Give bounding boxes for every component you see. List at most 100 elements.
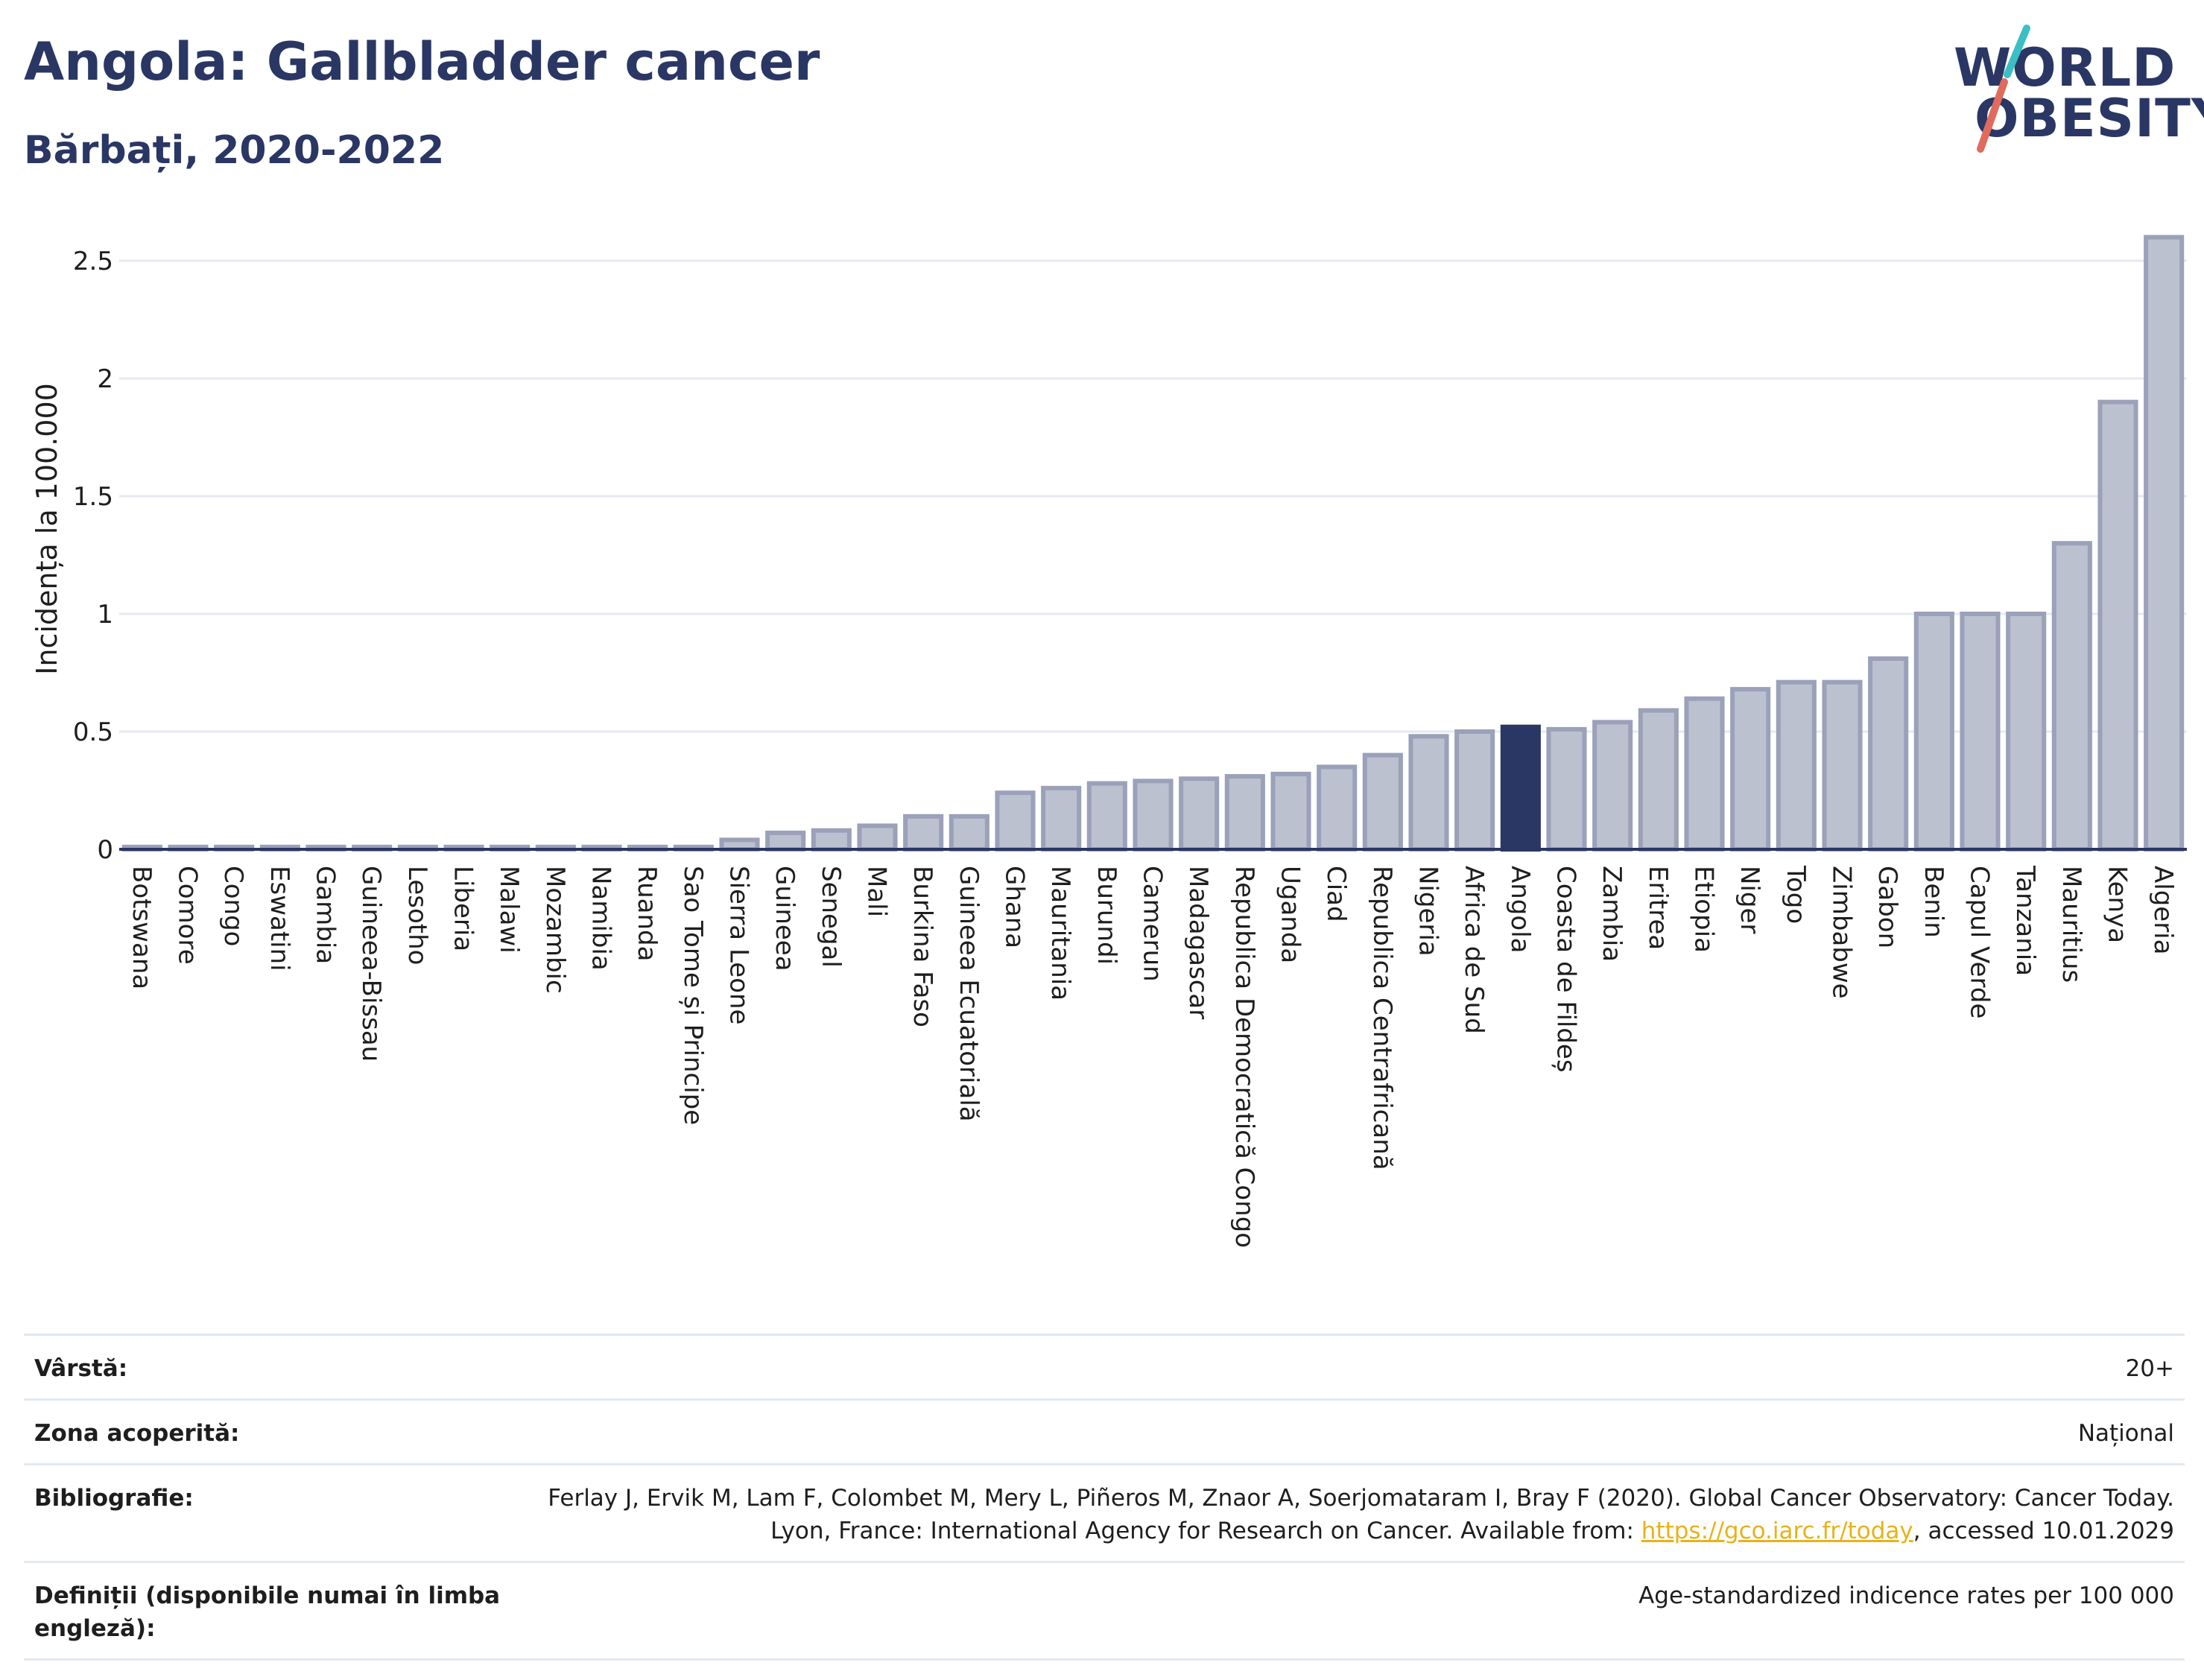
bar bbox=[1546, 726, 1587, 852]
bar bbox=[1224, 774, 1265, 852]
bar bbox=[765, 830, 806, 852]
y-tick-label: 0 bbox=[97, 835, 113, 865]
x-tick-label: Republica Centrafricană bbox=[1367, 866, 1397, 1170]
x-tick-label: Niger bbox=[1735, 866, 1764, 933]
bar bbox=[1822, 679, 1863, 852]
bibliography-text: Ferlay J, Ervik M, Lam F, Colombet M, Me… bbox=[548, 1485, 2174, 1544]
y-axis-ticks: 0 0.5 1 1.5 2 2.5 bbox=[73, 247, 113, 865]
x-tick-label: Benin bbox=[1919, 866, 1948, 938]
logo-slash-icon bbox=[1977, 25, 2030, 153]
info-row-bibliography: Bibliografie: Ferlay J, Ervik M, Lam F, … bbox=[24, 1463, 2185, 1561]
bibliography-accessed: , accessed 10.01.2029 bbox=[1913, 1518, 2174, 1544]
bar bbox=[1086, 781, 1127, 852]
y-tick-label: 2 bbox=[97, 364, 113, 394]
y-tick-label: 2.5 bbox=[73, 247, 113, 276]
x-tick-label: Gabon bbox=[1872, 866, 1902, 948]
chart-subtitle: Bărbați, 2020-2022 bbox=[24, 128, 445, 173]
x-tick-label: Mauritius bbox=[2056, 866, 2086, 983]
definitions-value: Age-standardized indicence rates per 100… bbox=[1638, 1582, 2174, 1609]
x-tick-label: Comore bbox=[173, 866, 203, 965]
bar bbox=[1362, 752, 1403, 852]
area-label: Zona acoperită: bbox=[34, 1420, 240, 1447]
bar bbox=[1776, 679, 1817, 852]
x-tick-label: Etiopia bbox=[1689, 866, 1719, 953]
x-tick-label: Burkina Faso bbox=[908, 866, 937, 1027]
bar bbox=[995, 790, 1036, 852]
area-value: Național bbox=[2077, 1420, 2174, 1447]
logo-line-1: WORLD bbox=[1954, 37, 2176, 98]
x-tick-label: Sao Tome și Principe bbox=[678, 866, 708, 1125]
x-tick-label: Zimbabwe bbox=[1827, 866, 1857, 999]
bibliography-link[interactable]: https://gco.iarc.fr/today bbox=[1641, 1518, 1913, 1544]
bar bbox=[1317, 764, 1358, 852]
x-tick-label: Coasta de Fildeș bbox=[1551, 866, 1581, 1073]
x-tick-label: Eswatini bbox=[265, 866, 294, 971]
bar bbox=[1270, 771, 1311, 852]
bar bbox=[1179, 776, 1220, 852]
x-tick-label: Ghana bbox=[1000, 866, 1030, 948]
y-tick-label: 0.5 bbox=[73, 717, 113, 747]
x-tick-label: Botswana bbox=[127, 866, 156, 989]
x-tick-label: Congo bbox=[218, 866, 248, 946]
x-tick-label: Togo bbox=[1781, 865, 1811, 924]
bar bbox=[811, 828, 852, 852]
y-tick-label: 1 bbox=[97, 600, 113, 630]
grid-lines bbox=[119, 259, 2187, 733]
x-tick-label: Kenya bbox=[2103, 866, 2132, 943]
bar bbox=[949, 814, 989, 852]
bar bbox=[1730, 687, 1771, 852]
x-tick-label: Liberia bbox=[449, 866, 478, 951]
x-tick-label: Eritrea bbox=[1643, 866, 1673, 950]
bars bbox=[121, 235, 2185, 852]
x-tick-label: Madagascar bbox=[1183, 866, 1213, 1019]
bar bbox=[1960, 612, 2001, 852]
bar-chart: 0 0.5 1 1.5 2 2.5 Botswana Comore Congo Eswatini… bbox=[31, 235, 2187, 1248]
x-tick-label: Tanzania bbox=[2010, 865, 2040, 976]
x-tick-label: Africa de Sud bbox=[1459, 866, 1489, 1034]
bibliography-value: Ferlay J, Ervik M, Lam F, Colombet M, Me… bbox=[535, 1482, 2174, 1547]
x-tick-label: Mozambic bbox=[540, 866, 570, 994]
bar bbox=[1041, 785, 1082, 852]
bar bbox=[1913, 612, 1954, 852]
bar bbox=[1408, 734, 1449, 852]
x-tick-label: Algeria bbox=[2148, 866, 2178, 954]
bar bbox=[2006, 612, 2047, 852]
bar bbox=[2144, 235, 2185, 852]
age-label: Vârstă: bbox=[34, 1355, 128, 1382]
x-tick-label: Guineea bbox=[770, 866, 799, 971]
bar bbox=[1592, 720, 1633, 852]
info-table: Vârstă: 20+ Zona acoperită: Național Bib… bbox=[24, 1334, 2185, 1661]
chart-title: Angola: Gallbladder cancer bbox=[24, 31, 820, 92]
bar bbox=[1868, 656, 1909, 852]
logo-line-2: OBESITY bbox=[1975, 88, 2204, 149]
x-tick-label: Camerun bbox=[1138, 866, 1168, 982]
x-tick-label: Malawi bbox=[494, 866, 524, 954]
bar bbox=[1638, 708, 1679, 852]
definitions-label: Definiții (disponibile numai în limba en… bbox=[34, 1582, 501, 1642]
bar bbox=[1684, 696, 1725, 852]
world-obesity-logo: WORLD OBESITY bbox=[1945, 22, 2204, 156]
bar bbox=[1133, 779, 1174, 852]
age-value: 20+ bbox=[2125, 1355, 2174, 1382]
x-tick-label: Lesotho bbox=[402, 866, 432, 965]
x-tick-label: Sierra Leone bbox=[724, 866, 754, 1024]
bibliography-label: Bibliografie: bbox=[34, 1485, 194, 1512]
x-tick-label: Ciad bbox=[1321, 866, 1351, 922]
y-axis-label: Incidența la 100.000 bbox=[31, 383, 63, 675]
x-tick-label: Republica Democratică Congo bbox=[1229, 866, 1259, 1248]
bar bbox=[857, 823, 898, 852]
x-tick-label: Gambia bbox=[311, 866, 341, 964]
x-tick-label: Uganda bbox=[1276, 866, 1305, 963]
info-row-age: Vârstă: 20+ bbox=[24, 1334, 2185, 1398]
bar bbox=[2051, 541, 2092, 852]
x-tick-label: Ruanda bbox=[632, 866, 662, 961]
x-tick-label: Angola bbox=[1505, 866, 1535, 953]
x-tick-label: Nigeria bbox=[1413, 866, 1443, 957]
x-tick-label: Senegal bbox=[816, 866, 846, 968]
info-row-definitions: Definiții (disponibile numai în limba en… bbox=[24, 1561, 2185, 1661]
x-tick-label: Mauritania bbox=[1045, 866, 1075, 1001]
x-tick-label: Burundi bbox=[1092, 866, 1121, 965]
x-tick-label: Namibia bbox=[586, 866, 616, 971]
x-tick-label: Capul Verde bbox=[1965, 866, 1995, 1018]
x-tick-label: Guineea Ecuatorială bbox=[954, 866, 984, 1122]
